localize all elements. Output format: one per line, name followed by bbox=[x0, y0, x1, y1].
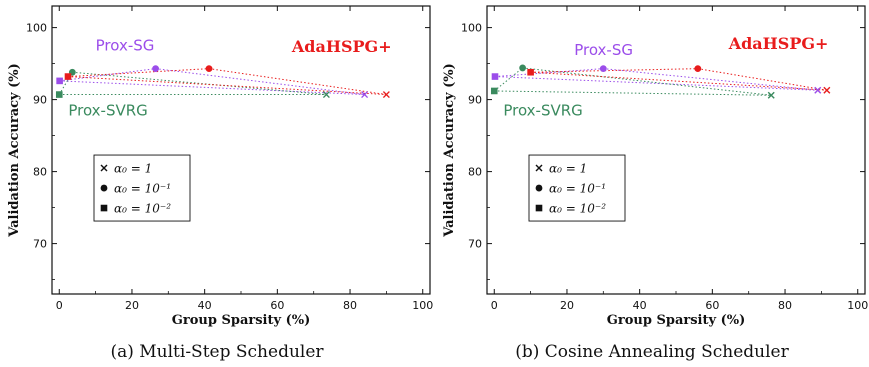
legend-marker-x bbox=[535, 164, 543, 172]
series-connector bbox=[603, 68, 818, 91]
legend-label: α₀ = 10⁻¹ bbox=[114, 182, 171, 196]
x-tick-label: 0 bbox=[491, 299, 498, 312]
x-tick-label: 40 bbox=[198, 299, 212, 312]
prox-sg-point-x bbox=[361, 91, 369, 99]
y-axis-label: Validation Accuracy (%) bbox=[442, 63, 457, 238]
y-tick-label: 90 bbox=[33, 94, 47, 107]
prox-sg-point-square bbox=[491, 73, 499, 80]
caption-b: (b) Cosine Annealing Scheduler bbox=[515, 342, 789, 362]
adahspg-point-circle bbox=[694, 65, 702, 73]
series-connector bbox=[493, 67, 523, 92]
x-tick-label: 80 bbox=[343, 299, 357, 312]
prox-svrg-label: Prox-SVRG bbox=[503, 101, 582, 119]
series-connector bbox=[67, 68, 210, 78]
legend-box bbox=[528, 154, 626, 222]
adahspg-point-square bbox=[64, 73, 72, 80]
y-tick-label: 80 bbox=[33, 166, 47, 179]
y-axis-label: Validation Accuracy (%) bbox=[7, 63, 22, 238]
x-tick-label: 60 bbox=[270, 299, 284, 312]
adahspg-label: AdaHSPG+ bbox=[291, 37, 392, 56]
series-connector bbox=[67, 76, 387, 96]
prox-svrg-point-square bbox=[55, 91, 63, 98]
x-tick-label: 80 bbox=[778, 299, 792, 312]
series-connector bbox=[697, 68, 827, 91]
x-tick-label: 0 bbox=[56, 299, 63, 312]
series-connector bbox=[530, 71, 827, 91]
prox-sg-point-circle bbox=[599, 65, 607, 73]
adahspg-point-square bbox=[527, 68, 534, 76]
prox-sg-label: Prox-SG bbox=[574, 41, 633, 59]
legend-label: α₀ = 1 bbox=[114, 162, 152, 176]
series-connector bbox=[494, 76, 818, 91]
prox-svrg-label: Prox-SVRG bbox=[68, 101, 147, 119]
legend-marker-circle bbox=[100, 184, 108, 192]
x-tick-label: 40 bbox=[633, 299, 647, 312]
prox-svrg-point-square bbox=[490, 87, 498, 95]
legend-marker-square bbox=[535, 204, 543, 212]
prox-sg-label: Prox-SG bbox=[96, 37, 155, 55]
series-connector bbox=[530, 68, 698, 73]
adahspg-point-x bbox=[823, 86, 831, 94]
prox-svrg-point-x bbox=[767, 91, 775, 99]
series-connector bbox=[494, 90, 772, 96]
x-axis-label: Group Sparsity (%) bbox=[607, 313, 745, 328]
x-tick-label: 20 bbox=[560, 299, 574, 312]
y-tick-label: 70 bbox=[468, 238, 482, 251]
prox-svrg-point-circle bbox=[519, 64, 527, 72]
prox-sg-point-circle bbox=[152, 65, 159, 73]
x-tick-label: 100 bbox=[412, 299, 433, 312]
y-tick-label: 100 bbox=[461, 22, 482, 35]
x-axis-label: Group Sparsity (%) bbox=[172, 313, 310, 328]
x-tick-label: 20 bbox=[125, 299, 139, 312]
chart-panel-b: 0 20 40 60 80 100 70 80 90 100 Group Sparsity (%) V… bbox=[435, 0, 869, 367]
adahspg-point-x bbox=[382, 91, 390, 99]
series-connector bbox=[59, 80, 365, 96]
legend-label: α₀ = 10⁻² bbox=[549, 202, 606, 216]
series-connector bbox=[59, 68, 156, 82]
caption-a: (a) Multi-Step Scheduler bbox=[110, 342, 324, 362]
legend-marker-square bbox=[100, 204, 108, 212]
series-connector bbox=[58, 71, 73, 95]
y-tick-label: 100 bbox=[26, 22, 47, 35]
chart-panel-a: 0 20 40 60 80 100 70 80 90 100 Group Sparsity (%) V… bbox=[0, 0, 434, 367]
legend-marker-x bbox=[100, 164, 108, 172]
y-tick-label: 80 bbox=[468, 166, 482, 179]
legend-marker-circle bbox=[535, 184, 543, 192]
series-connector bbox=[522, 67, 772, 96]
prox-svrg-point-x bbox=[322, 91, 330, 99]
legend-label: α₀ = 10⁻² bbox=[114, 202, 171, 216]
series-connector bbox=[72, 71, 327, 96]
x-tick-label: 100 bbox=[847, 299, 868, 312]
prox-sg-point-square bbox=[56, 77, 63, 85]
series-connector bbox=[208, 68, 387, 96]
x-tick-label: 60 bbox=[705, 299, 719, 312]
y-tick-label: 70 bbox=[33, 238, 47, 251]
chart-b: 0 20 40 60 80 100 70 80 90 100 Group Sparsity (%) V… bbox=[442, 5, 868, 328]
prox-sg-point-x bbox=[814, 86, 822, 94]
adahspg-label: AdaHSPG+ bbox=[728, 34, 829, 53]
chart-a: 0 20 40 60 80 100 70 80 90 100 Group Sparsity (%) V… bbox=[7, 5, 433, 328]
legend-box bbox=[93, 154, 191, 222]
series-connector bbox=[155, 68, 365, 96]
legend-label: α₀ = 10⁻¹ bbox=[549, 182, 606, 196]
legend-label: α₀ = 1 bbox=[549, 162, 587, 176]
adahspg-point-circle bbox=[205, 65, 213, 73]
y-tick-label: 90 bbox=[468, 94, 482, 107]
